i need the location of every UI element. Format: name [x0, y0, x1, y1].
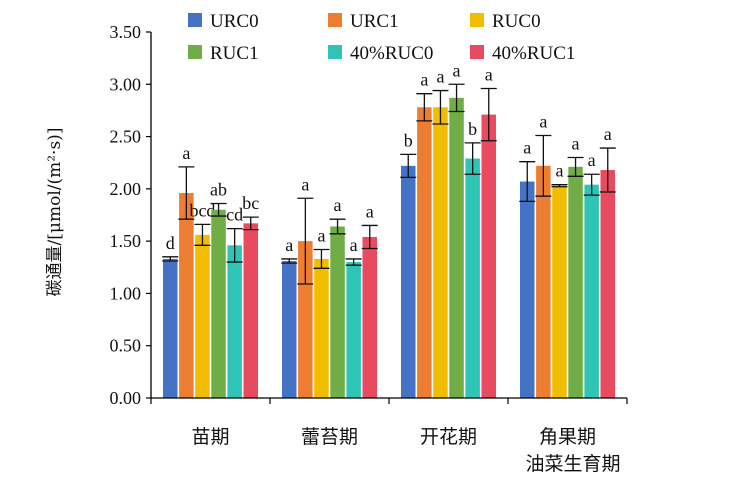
- bar: [465, 158, 480, 398]
- y-tick-label: 3.50: [110, 22, 142, 42]
- bar: [481, 114, 496, 399]
- y-tick-label: 3.00: [110, 74, 142, 94]
- legend-swatch: [328, 45, 342, 59]
- x-axis-title: 油菜生育期: [525, 453, 620, 475]
- legend-label: URC1: [350, 11, 399, 32]
- bar: [600, 170, 615, 398]
- x-category-label: 开花期: [420, 426, 477, 448]
- significance-label: b: [404, 130, 413, 150]
- significance-label: b: [468, 119, 477, 139]
- bar: [362, 236, 377, 398]
- significance-label: a: [334, 195, 342, 215]
- y-axis-title: 碳通量/[μmol/(m²·s)]: [45, 128, 65, 297]
- bar: [401, 165, 416, 398]
- legend: URC0 URC1 RUC0 RUC1 40%RUC0 40%RUC1: [188, 11, 575, 64]
- y-tick-label: 1.50: [110, 231, 142, 251]
- significance-label: a: [285, 235, 293, 255]
- bar: [243, 223, 258, 398]
- bar: [552, 185, 567, 398]
- significance-label: ab: [210, 179, 227, 199]
- significance-label: a: [366, 201, 374, 221]
- significance-label: cd: [226, 205, 243, 225]
- bar: [520, 181, 535, 398]
- bar: [282, 261, 297, 398]
- y-tick-label: 0.50: [110, 336, 142, 356]
- legend-label: URC0: [210, 11, 259, 32]
- bar: [568, 166, 583, 398]
- bar: [536, 165, 551, 398]
- x-category-label: 蕾苔期: [301, 426, 358, 448]
- significance-label: a: [182, 143, 190, 163]
- significance-label: a: [604, 124, 612, 144]
- significance-label: a: [523, 138, 531, 158]
- bar: [314, 258, 329, 398]
- significance-label: a: [588, 150, 596, 170]
- bar: [211, 209, 226, 398]
- y-tick-label: 2.50: [110, 127, 142, 147]
- bar: [298, 241, 313, 398]
- significance-label: a: [420, 70, 428, 90]
- bar: [330, 226, 345, 398]
- significance-label: a: [453, 60, 461, 80]
- significance-label: a: [572, 133, 580, 153]
- y-tick-label: 1.00: [110, 283, 142, 303]
- significance-label: a: [317, 226, 325, 246]
- legend-label: 40%RUC1: [492, 43, 575, 64]
- bar: [163, 258, 178, 398]
- significance-label: bc: [242, 193, 259, 213]
- significance-label: d: [166, 233, 175, 253]
- x-category-label: 苗期: [191, 426, 229, 448]
- significance-label: a: [485, 64, 493, 84]
- bar: [433, 107, 448, 398]
- legend-swatch: [188, 45, 202, 59]
- axes: 0.00 0.50 1.00 1.50 2.00 2.50 3.00 3.50 苗期 蕾苔期 开花期…: [110, 22, 628, 448]
- bar: [449, 97, 464, 398]
- legend-swatch: [188, 13, 202, 27]
- legend-swatch: [470, 13, 484, 27]
- y-tick-label: 2.00: [110, 179, 142, 199]
- bar: [227, 245, 242, 398]
- legend-label: RUC1: [210, 43, 259, 64]
- legend-label: RUC0: [492, 11, 541, 32]
- significance-label: bcd: [189, 200, 215, 220]
- bar: [584, 184, 599, 398]
- legend-swatch: [470, 45, 484, 59]
- bar: [346, 262, 361, 398]
- bar: [179, 193, 194, 398]
- x-category-label: 角果期: [539, 426, 596, 448]
- legend-label: 40%RUC0: [350, 43, 433, 64]
- legend-swatch: [328, 13, 342, 27]
- significance-label: a: [539, 112, 547, 132]
- bar: [195, 234, 210, 398]
- significance-label: a: [301, 174, 309, 194]
- bar: [417, 107, 432, 398]
- significance-label: a: [350, 235, 358, 255]
- significance-label: a: [555, 161, 563, 181]
- significance-label: a: [436, 67, 444, 87]
- y-tick-label: 0.00: [110, 388, 142, 408]
